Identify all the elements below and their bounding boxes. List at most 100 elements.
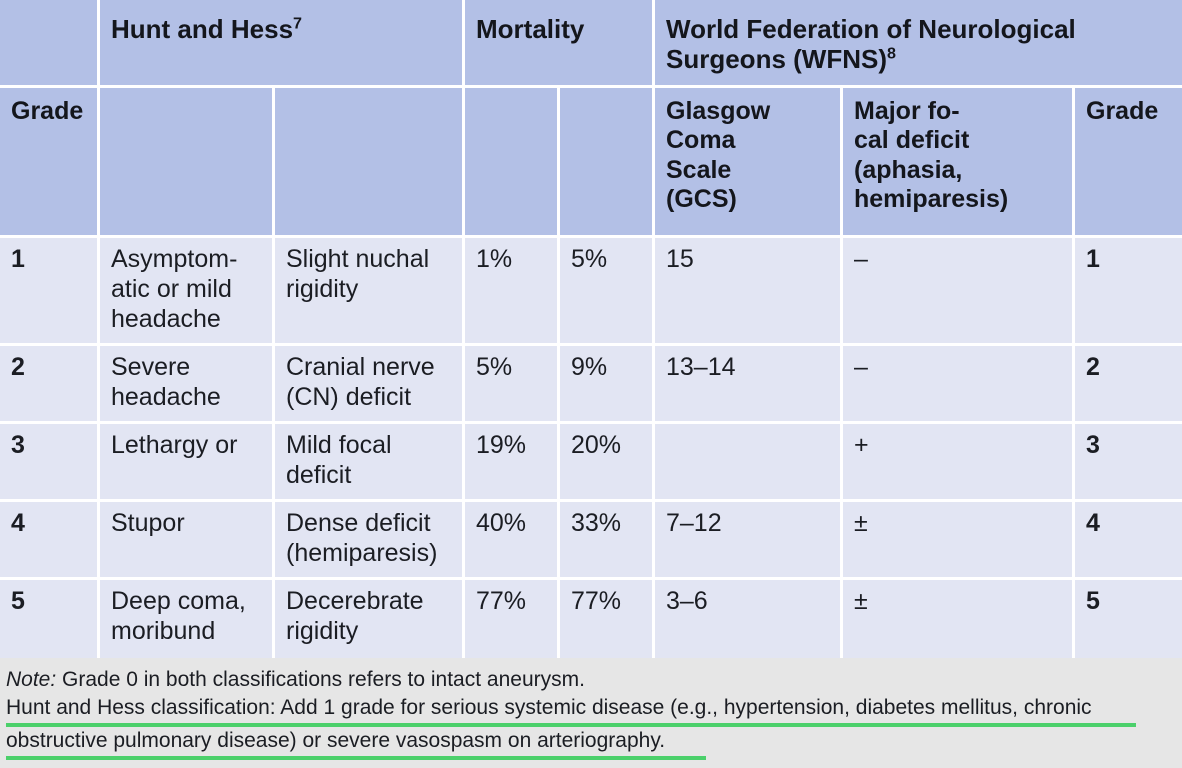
cell-mortality-2: 9% bbox=[560, 346, 655, 424]
table-body: 1 Asymptom- atic or mild headache Slight… bbox=[0, 238, 1182, 658]
cell-hh-desc-2: Cranial nerve (CN) deficit bbox=[275, 346, 465, 424]
table-row: 2 Severe headache Cranial nerve (CN) def… bbox=[0, 346, 1182, 424]
footnote-line-2-highlighted-text: Hunt and Hess classification: Add 1 grad… bbox=[6, 694, 1136, 727]
cell-gcs bbox=[655, 424, 843, 502]
cell-mortality-1: 40% bbox=[465, 502, 560, 580]
cell-hh-desc-2: Mild focal deficit bbox=[275, 424, 465, 502]
cell-gcs: 3–6 bbox=[655, 580, 843, 658]
cell-major-focal-deficit: – bbox=[843, 346, 1075, 424]
footnote-note-label: Note: bbox=[6, 668, 57, 691]
cell-hh-desc-1: Asymptom- atic or mild headache bbox=[100, 238, 275, 346]
cell-hh-desc-2: Decerebrate rigidity bbox=[275, 580, 465, 658]
cell-text-line: atic or mild bbox=[111, 275, 232, 303]
cell-text-line: Stupor bbox=[111, 509, 185, 537]
column-header-gcs: Glasgow Coma Scale (GCS) bbox=[655, 88, 843, 238]
cell-text-line: rigidity bbox=[286, 275, 359, 303]
column-header-gcs-line-1: Glasgow bbox=[666, 97, 771, 125]
column-header-major-focal-deficit: Major fo- cal deficit (aphasia, hemipare… bbox=[843, 88, 1075, 238]
cell-grade-left: 2 bbox=[0, 346, 100, 424]
cell-grade-right: 2 bbox=[1075, 346, 1182, 424]
cell-text-line: Dense deficit bbox=[286, 509, 431, 537]
cell-grade-right: 3 bbox=[1075, 424, 1182, 502]
column-header-gcs-line-4: (GCS) bbox=[666, 184, 737, 213]
cell-text-line: (hemiparesis) bbox=[286, 539, 438, 567]
table-row: 4 Stupor Dense deficit (hemiparesis) 40%… bbox=[0, 502, 1182, 580]
cell-text-line: moribund bbox=[111, 617, 216, 645]
footnote-line-2: Hunt and Hess classification: Add 1 grad… bbox=[6, 694, 1176, 727]
cell-mortality-1: 1% bbox=[465, 238, 560, 346]
cell-mortality-1: 19% bbox=[465, 424, 560, 502]
cell-hh-desc-1: Severe headache bbox=[100, 346, 275, 424]
table-header: Hunt and Hess7 Mortality World Federatio… bbox=[0, 0, 1182, 238]
cell-major-focal-deficit: ± bbox=[843, 580, 1075, 658]
cell-major-focal-deficit: ± bbox=[843, 502, 1075, 580]
column-header-focal-line-1: Major fo- bbox=[854, 97, 960, 125]
cell-text-line: Decerebrate bbox=[286, 587, 424, 615]
wfns-reference-marker: 8 bbox=[887, 44, 896, 63]
cell-hh-desc-1: Stupor bbox=[100, 502, 275, 580]
group-header-blank-left bbox=[0, 0, 100, 88]
cell-text-line: Mild focal bbox=[286, 431, 392, 459]
footnote-line-1-text: Grade 0 in both classifications refers t… bbox=[56, 668, 585, 691]
group-header-hunt-and-hess-label: Hunt and Hess bbox=[111, 14, 294, 44]
footnote-line-1: Note: Grade 0 in both classifications re… bbox=[6, 666, 1176, 694]
column-header-gcs-line-3: Scale bbox=[666, 155, 732, 184]
cell-hh-desc-2: Slight nuchal rigidity bbox=[275, 238, 465, 346]
cell-grade-right: 1 bbox=[1075, 238, 1182, 346]
group-header-wfns-label: World Federation of Neurological Surgeon… bbox=[666, 14, 1076, 75]
column-header-row: Grade Glasgow Coma Scale (GCS) Major fo-… bbox=[0, 88, 1182, 238]
column-header-hh-desc-1 bbox=[100, 88, 275, 238]
cell-text-line: Slight nuchal bbox=[286, 245, 430, 273]
cell-mortality-1: 77% bbox=[465, 580, 560, 658]
cell-text-line: deficit bbox=[286, 461, 352, 489]
footnote-line-3: obstructive pulmonary disease) or severe… bbox=[6, 727, 1176, 760]
cell-gcs: 7–12 bbox=[655, 502, 843, 580]
cell-text-line: Cranial nerve bbox=[286, 353, 435, 381]
cell-mortality-2: 77% bbox=[560, 580, 655, 658]
column-header-focal-line-2: cal deficit bbox=[854, 126, 970, 155]
cell-text-line: headache bbox=[111, 383, 221, 411]
group-header-wfns: World Federation of Neurological Surgeon… bbox=[655, 0, 1182, 88]
column-header-gcs-line-2: Coma bbox=[666, 126, 736, 155]
column-header-hh-desc-2 bbox=[275, 88, 465, 238]
group-header-row: Hunt and Hess7 Mortality World Federatio… bbox=[0, 0, 1182, 88]
footnote-line-3-highlighted-text: obstructive pulmonary disease) or severe… bbox=[6, 727, 706, 760]
column-header-grade-left: Grade bbox=[0, 88, 100, 238]
cell-mortality-1: 5% bbox=[465, 346, 560, 424]
cell-text-line: Deep coma, bbox=[111, 587, 246, 615]
cell-grade-right: 5 bbox=[1075, 580, 1182, 658]
table-footnote: Note: Grade 0 in both classifications re… bbox=[0, 658, 1182, 768]
cell-major-focal-deficit: + bbox=[843, 424, 1075, 502]
hunt-and-hess-reference-marker: 7 bbox=[293, 14, 302, 33]
cell-grade-right: 4 bbox=[1075, 502, 1182, 580]
cell-major-focal-deficit: – bbox=[843, 238, 1075, 346]
cell-gcs: 13–14 bbox=[655, 346, 843, 424]
cell-mortality-2: 20% bbox=[560, 424, 655, 502]
cell-grade-left: 3 bbox=[0, 424, 100, 502]
column-header-mortality-1 bbox=[465, 88, 560, 238]
cell-grade-left: 1 bbox=[0, 238, 100, 346]
column-header-mortality-2 bbox=[560, 88, 655, 238]
cell-mortality-2: 5% bbox=[560, 238, 655, 346]
cell-text-line: Lethargy or bbox=[111, 431, 238, 459]
cell-hh-desc-1: Lethargy or bbox=[100, 424, 275, 502]
cell-grade-left: 4 bbox=[0, 502, 100, 580]
table-row: 5 Deep coma, moribund Decerebrate rigidi… bbox=[0, 580, 1182, 658]
column-header-focal-line-3: (aphasia, bbox=[854, 155, 963, 184]
cell-text-line: headache bbox=[111, 305, 221, 333]
cell-mortality-2: 33% bbox=[560, 502, 655, 580]
cell-hh-desc-2: Dense deficit (hemiparesis) bbox=[275, 502, 465, 580]
table-row: 1 Asymptom- atic or mild headache Slight… bbox=[0, 238, 1182, 346]
group-header-mortality: Mortality bbox=[465, 0, 655, 88]
cell-text-line: Severe bbox=[111, 353, 191, 381]
cell-grade-left: 5 bbox=[0, 580, 100, 658]
cell-text-line: Asymptom- bbox=[111, 245, 238, 273]
table-row: 3 Lethargy or Mild focal deficit 19% 20%… bbox=[0, 424, 1182, 502]
aneurysm-grading-table: Hunt and Hess7 Mortality World Federatio… bbox=[0, 0, 1182, 658]
cell-hh-desc-1: Deep coma, moribund bbox=[100, 580, 275, 658]
cell-text-line: rigidity bbox=[286, 617, 359, 645]
column-header-focal-line-4: hemiparesis) bbox=[854, 184, 1009, 213]
cell-gcs: 15 bbox=[655, 238, 843, 346]
column-header-grade-right: Grade bbox=[1075, 88, 1182, 238]
